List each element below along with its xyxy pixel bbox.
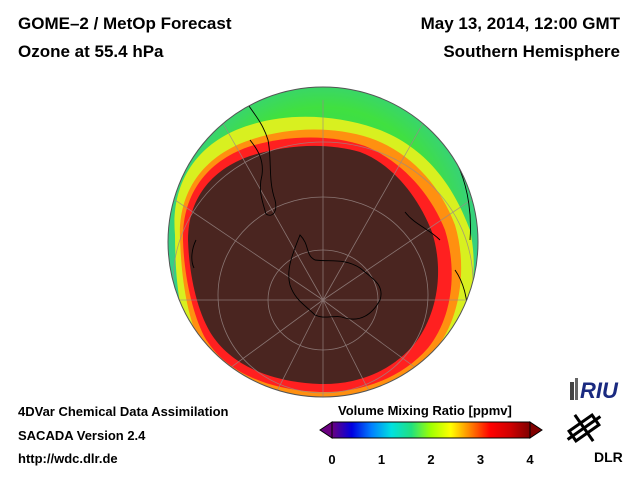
globe-outline (167, 86, 479, 398)
colorbar-tick-label: 2 (427, 452, 435, 467)
map-subtitle: Ozone at 55.4 hPa (18, 42, 164, 61)
polar-vortex (188, 145, 439, 385)
dlr-logo: DLR (566, 412, 623, 465)
svg-text:DLR: DLR (594, 449, 623, 465)
colorbar-title: Volume Mixing Ratio [ppmv] (338, 403, 512, 418)
hemisphere-label: Southern Hemisphere (443, 42, 620, 61)
colorbar-tick-label: 4 (526, 452, 534, 467)
colorbar-high-arrow (529, 421, 543, 439)
footer-method: 4DVar Chemical Data Assimilation (18, 404, 229, 419)
map-title: GOME–2 / MetOp Forecast (18, 14, 232, 33)
colorbar-scale (331, 421, 531, 439)
forecast-date: May 13, 2014, 12:00 GMT (420, 14, 620, 33)
colorbar-tick-label: 1 (377, 452, 386, 467)
colorbar-low-arrow (319, 421, 333, 439)
footer-url[interactable]: http://wdc.dlr.de (18, 451, 118, 466)
colorbar-tick-label: 0 (328, 452, 336, 467)
svg-text:RIU: RIU (580, 378, 619, 403)
colorbar-tick-label: 3 (476, 452, 485, 467)
footer-version: SACADA Version 2.4 (18, 428, 146, 443)
riu-logo: RIU (570, 378, 619, 403)
